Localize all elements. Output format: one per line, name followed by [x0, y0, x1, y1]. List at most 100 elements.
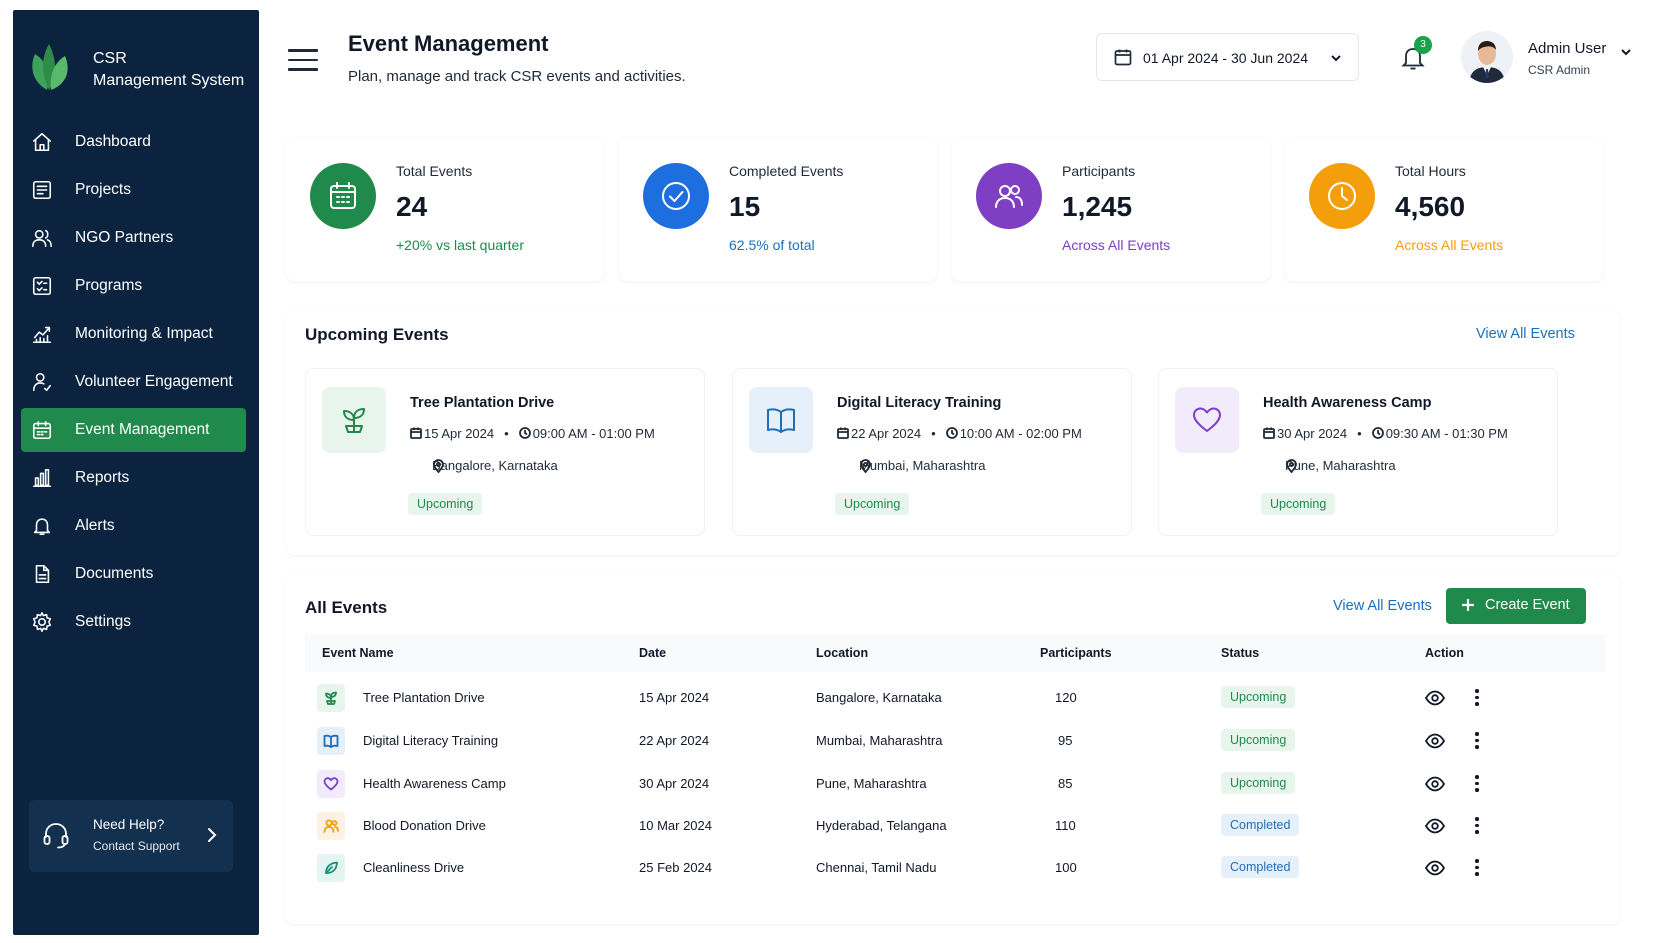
more-options-icon[interactable]: [1473, 689, 1481, 707]
sidebar-item-projects[interactable]: Projects: [21, 168, 246, 212]
sidebar-item-alerts[interactable]: Alerts: [21, 504, 246, 548]
stat-label: Total Events: [396, 163, 473, 179]
sidebar-item-event-management[interactable]: Event Management: [21, 408, 246, 452]
sidebar-item-label: Dashboard: [75, 133, 151, 150]
stat-icon-circle: [976, 163, 1042, 229]
projects-icon: [31, 179, 53, 201]
hamburger-menu-button[interactable]: [288, 49, 318, 71]
chart-line-icon: [31, 323, 53, 345]
clock-icon: [518, 427, 531, 439]
event-time: 09:00 AM - 01:00 PM: [532, 426, 655, 441]
cell-participants: 100: [1055, 860, 1077, 875]
table-row[interactable]: Tree Plantation Drive 15 Apr 2024 Bangal…: [305, 676, 1605, 719]
event-date: 15 Apr 2024: [424, 426, 495, 441]
column-header-date: Date: [639, 646, 667, 660]
cell-date: 15 Apr 2024: [639, 690, 710, 705]
sidebar-item-label: Alerts: [75, 517, 115, 534]
row-icon-box: [317, 727, 345, 755]
view-eye-icon[interactable]: [1424, 733, 1446, 749]
user-menu-chevron-icon[interactable]: [1620, 45, 1632, 57]
all-events-view-all-link[interactable]: View All Events: [1333, 598, 1432, 614]
book-icon: [323, 734, 339, 748]
all-events-panel: All Events View All Events Create Event …: [286, 574, 1620, 924]
stat-note: Across All Events: [1062, 237, 1171, 253]
stat-card-completed-events: Completed Events 15 62.5% of total: [619, 137, 937, 281]
more-options-icon[interactable]: [1473, 775, 1481, 793]
upcoming-event-card[interactable]: Tree Plantation Drive 15 Apr 2024 • 09:00 …: [305, 368, 705, 536]
status-badge: Upcoming: [835, 493, 910, 515]
notifications-button[interactable]: [1400, 44, 1428, 74]
sidebar-item-documents[interactable]: Documents: [21, 552, 246, 596]
date-range-picker[interactable]: 01 Apr 2024 - 30 Jun 2024: [1096, 33, 1359, 81]
upcoming-view-all-link[interactable]: View All Events: [1476, 326, 1575, 342]
stat-label: Completed Events: [729, 163, 844, 179]
notification-count-badge: 3: [1414, 36, 1432, 54]
clock-icon: [1371, 427, 1384, 439]
users-icon: [995, 185, 1023, 208]
user-role: CSR Admin: [1528, 63, 1591, 77]
upcoming-events-panel: Upcoming Events View All Events Tree Pla…: [286, 310, 1620, 555]
calendar-icon: [837, 427, 849, 439]
event-location: Pune, Maharashtra: [1263, 458, 1396, 474]
location-pin-icon: [859, 459, 872, 474]
cell-location: Mumbai, Maharashtra: [816, 733, 943, 748]
cell-participants: 120: [1055, 690, 1077, 705]
row-icon-box: [317, 770, 345, 798]
meta-separator: •: [504, 426, 509, 441]
heart-icon: [1193, 407, 1221, 432]
stat-card-participants: Participants 1,245 Across All Events: [952, 137, 1270, 281]
sidebar-item-ngo-partners[interactable]: NGO Partners: [21, 216, 246, 260]
bell-icon: [1400, 48, 1426, 76]
stat-card-total-hours: Total Hours 4,560 Across All Events: [1285, 137, 1603, 281]
upcoming-events-title: Upcoming Events: [305, 325, 449, 344]
table-row[interactable]: Health Awareness Camp 30 Apr 2024 Pune, …: [305, 762, 1605, 805]
create-event-button[interactable]: Create Event: [1446, 588, 1586, 624]
upcoming-event-card[interactable]: Health Awareness Camp 30 Apr 2024 • 09:30 …: [1158, 368, 1558, 536]
event-location: Mumbai, Maharashtra: [837, 458, 985, 474]
table-row[interactable]: Cleanliness Drive 25 Feb 2024 Chennai, T…: [305, 846, 1605, 889]
document-icon: [31, 563, 53, 585]
status-badge: Upcoming: [1221, 729, 1296, 751]
event-meta: 30 Apr 2024 • 09:30 AM - 01:30 PM: [1263, 426, 1508, 441]
help-subtitle: Contact Support: [93, 839, 180, 853]
heart-icon: [323, 777, 339, 791]
location-pin-icon: [1285, 459, 1298, 474]
view-eye-icon[interactable]: [1424, 860, 1446, 876]
cell-location: Hyderabad, Telangana: [816, 818, 947, 833]
meta-separator: •: [931, 426, 936, 441]
sprout-icon: [343, 408, 365, 433]
stat-value: 1,245: [1062, 191, 1133, 222]
upcoming-event-card[interactable]: Digital Literacy Training 22 Apr 2024 • 10…: [732, 368, 1132, 536]
cell-date: 30 Apr 2024: [639, 776, 710, 791]
sidebar-item-monitoring-impact[interactable]: Monitoring & Impact: [21, 312, 246, 356]
sidebar-item-programs[interactable]: Programs: [21, 264, 246, 308]
status-badge: Upcoming: [1221, 772, 1296, 794]
plus-icon: [1460, 597, 1476, 613]
help-card[interactable]: Need Help? Contact Support: [29, 800, 233, 872]
sidebar-item-dashboard[interactable]: Dashboard: [21, 120, 246, 164]
volunteer-icon: [31, 371, 53, 393]
row-icon-box: [317, 854, 345, 882]
column-header-location: Location: [816, 646, 869, 660]
event-time: 09:30 AM - 01:30 PM: [1385, 426, 1508, 441]
table-row[interactable]: Digital Literacy Training 22 Apr 2024 Mu…: [305, 719, 1605, 762]
sidebar-item-volunteer-engagement[interactable]: Volunteer Engagement: [21, 360, 246, 404]
more-options-icon[interactable]: [1473, 859, 1481, 877]
event-title: Digital Literacy Training: [837, 395, 1002, 411]
table-row[interactable]: Blood Donation Drive 10 Mar 2024 Hyderab…: [305, 805, 1605, 848]
stat-value: 15: [729, 191, 761, 222]
view-eye-icon[interactable]: [1424, 818, 1446, 834]
cell-location: Bangalore, Karnataka: [816, 690, 942, 705]
more-options-icon[interactable]: [1473, 817, 1481, 835]
sidebar-item-settings[interactable]: Settings: [21, 600, 246, 644]
cell-event-name: Blood Donation Drive: [363, 818, 486, 833]
view-eye-icon[interactable]: [1424, 776, 1446, 792]
view-eye-icon[interactable]: [1424, 690, 1446, 706]
avatar[interactable]: [1461, 31, 1513, 83]
bell-icon: [31, 515, 53, 537]
more-options-icon[interactable]: [1473, 732, 1481, 750]
cell-event-name: Tree Plantation Drive: [363, 690, 485, 705]
help-title: Need Help?: [93, 817, 165, 832]
stat-label: Participants: [1062, 163, 1136, 179]
sidebar-item-reports[interactable]: Reports: [21, 456, 246, 500]
